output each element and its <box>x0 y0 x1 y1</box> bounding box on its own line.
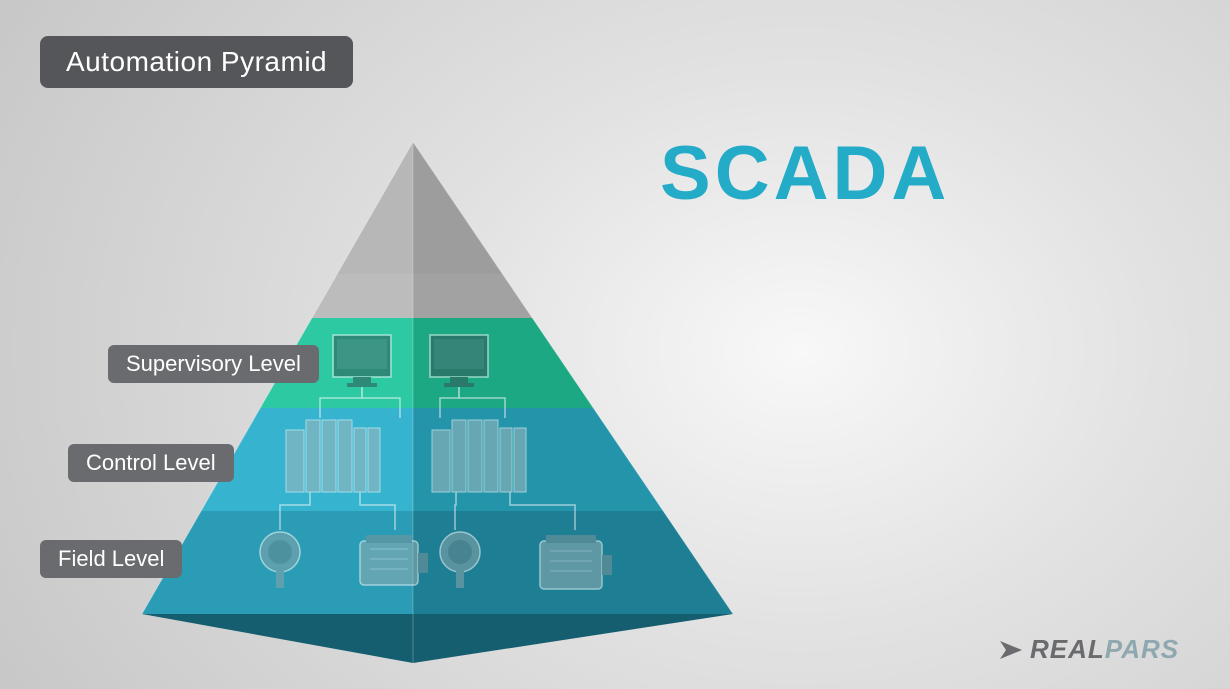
level-label-field: Field Level <box>40 540 182 578</box>
devices-control <box>280 420 575 530</box>
realpars-logo: REALPARS <box>998 634 1179 665</box>
pyramid-layer-top2 <box>312 274 532 336</box>
devices-field <box>260 532 612 589</box>
logo-triangle-icon <box>998 637 1024 663</box>
page-title-chip: Automation Pyramid <box>40 36 353 88</box>
level-label-supervisory: Supervisory Level <box>108 345 319 383</box>
scada-text: SCADA <box>660 131 950 216</box>
level-label-text: Control Level <box>86 450 216 475</box>
level-label-text: Supervisory Level <box>126 351 301 376</box>
devices-supervisory <box>320 335 505 418</box>
logo-text-real: REAL <box>1030 634 1105 664</box>
pyramid-layer-control <box>201 408 663 549</box>
logo-wordmark: REALPARS <box>1030 634 1179 665</box>
page-title-text: Automation Pyramid <box>66 46 327 77</box>
level-label-control: Control Level <box>68 444 234 482</box>
pyramid-edges <box>142 142 733 663</box>
pyramid-layer-field <box>142 511 733 663</box>
pyramid-layer-top1 <box>337 142 502 288</box>
logo-text-pars: PARS <box>1105 634 1179 664</box>
scada-heading: SCADA <box>660 130 950 217</box>
level-label-text: Field Level <box>58 546 164 571</box>
